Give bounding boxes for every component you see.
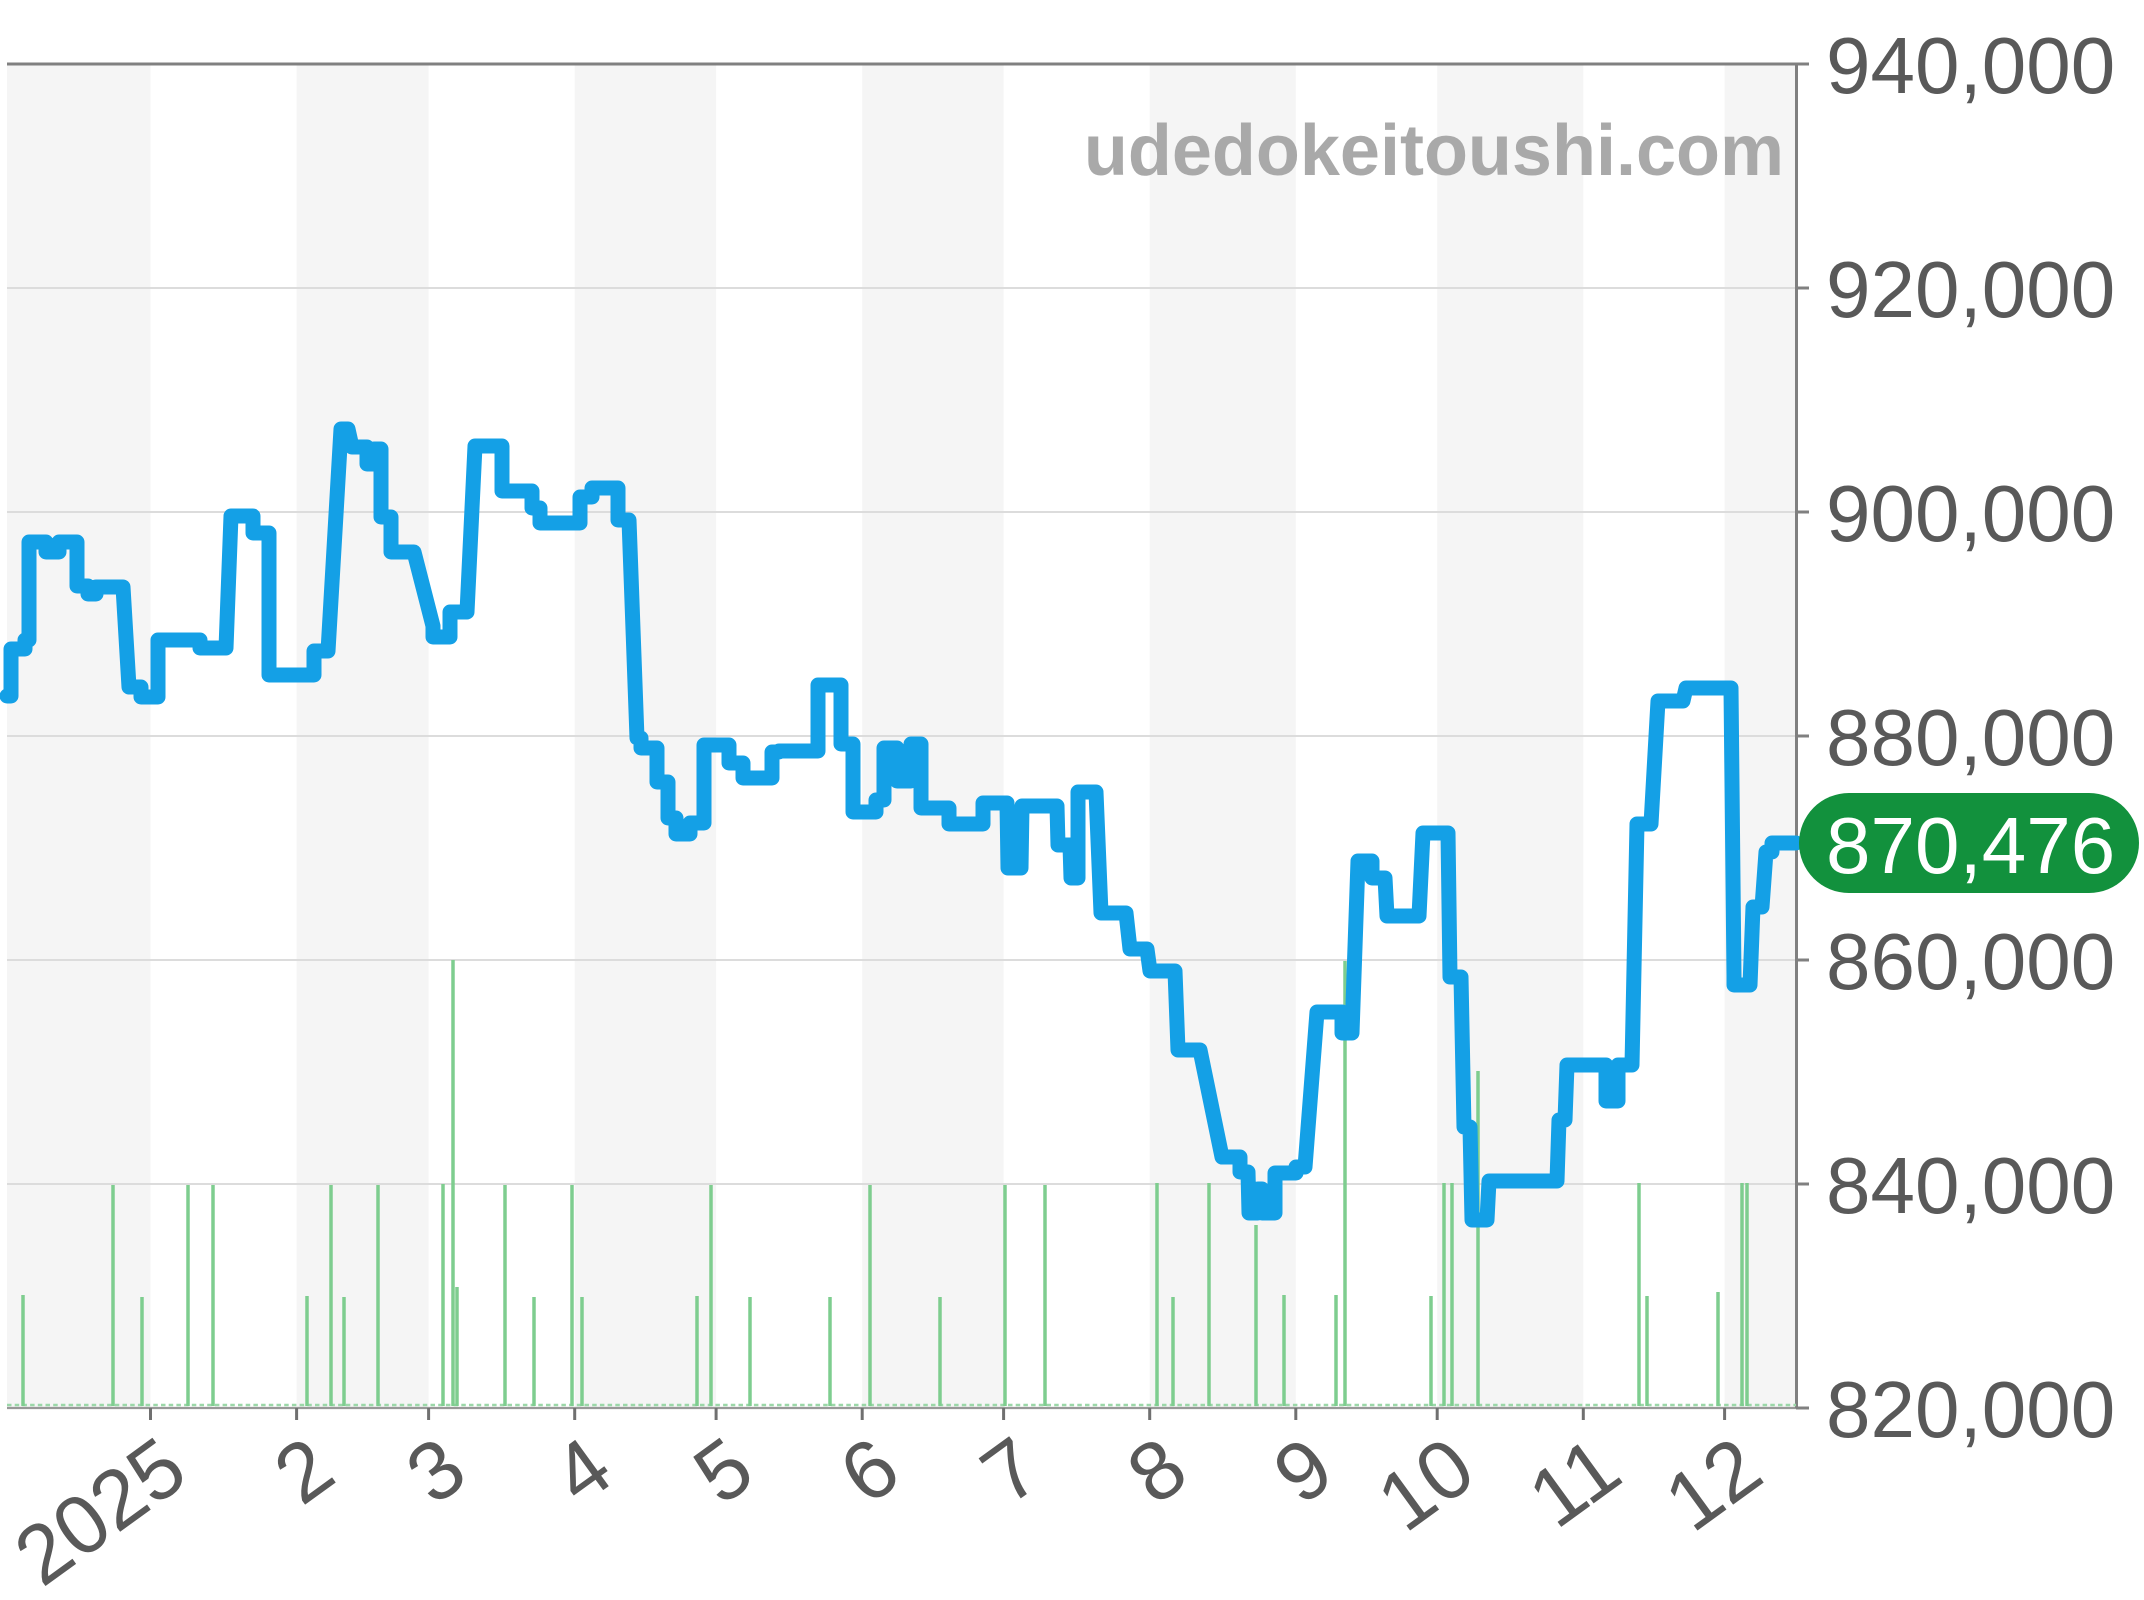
svg-text:860,000: 860,000 bbox=[1826, 917, 2115, 1006]
svg-text:6: 6 bbox=[823, 1419, 915, 1521]
svg-text:940,000: 940,000 bbox=[1826, 21, 2115, 110]
svg-text:2: 2 bbox=[258, 1419, 350, 1521]
svg-text:840,000: 840,000 bbox=[1826, 1141, 2115, 1230]
svg-text:udedokeitoushi.com: udedokeitoushi.com bbox=[1084, 111, 1784, 191]
svg-text:12: 12 bbox=[1648, 1419, 1777, 1549]
svg-text:820,000: 820,000 bbox=[1826, 1365, 2115, 1454]
svg-text:870,476: 870,476 bbox=[1826, 801, 2115, 890]
svg-text:8: 8 bbox=[1111, 1419, 1203, 1521]
svg-text:10: 10 bbox=[1361, 1419, 1490, 1549]
svg-text:920,000: 920,000 bbox=[1826, 245, 2115, 334]
svg-text:880,000: 880,000 bbox=[1826, 693, 2115, 782]
svg-text:7: 7 bbox=[965, 1419, 1057, 1521]
svg-text:11: 11 bbox=[1512, 1419, 1636, 1545]
svg-text:5: 5 bbox=[677, 1419, 769, 1521]
svg-text:4: 4 bbox=[536, 1419, 628, 1521]
svg-text:900,000: 900,000 bbox=[1826, 469, 2115, 558]
svg-text:9: 9 bbox=[1257, 1419, 1349, 1521]
svg-text:2025: 2025 bbox=[0, 1419, 202, 1600]
svg-text:3: 3 bbox=[390, 1419, 482, 1521]
